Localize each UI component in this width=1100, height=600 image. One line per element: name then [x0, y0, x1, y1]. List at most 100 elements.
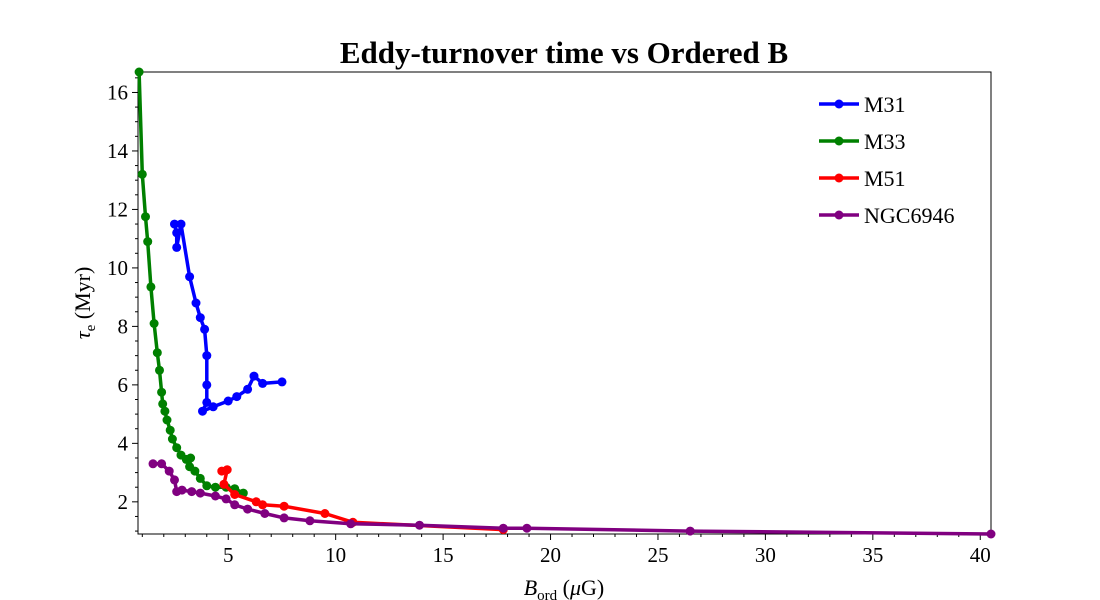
data-point-m31 — [249, 371, 259, 381]
data-point-m33 — [155, 365, 164, 375]
series-line-ngc6946 — [151, 462, 993, 536]
chart-title: Eddy-turnover time vs Ordered B — [340, 35, 788, 70]
data-point-ngc6946 — [260, 509, 270, 518]
legend-label: M31 — [864, 92, 906, 117]
data-point-ngc6946 — [187, 487, 197, 497]
data-point-m33 — [141, 212, 150, 222]
data-point-ngc6946 — [279, 513, 289, 523]
data-point-m31 — [202, 397, 212, 407]
y-tick-label: 10 — [107, 256, 128, 280]
data-point-ngc6946 — [164, 466, 174, 476]
data-point-ngc6946 — [170, 475, 179, 485]
data-point-m31 — [208, 402, 218, 412]
legend-swatch-marker — [834, 210, 844, 220]
data-point-m33 — [195, 473, 205, 483]
data-point-m33 — [167, 434, 177, 444]
data-point-ngc6946 — [305, 516, 315, 526]
data-point-m31 — [191, 298, 201, 308]
data-point-m31 — [195, 313, 205, 323]
data-point-m33 — [137, 169, 147, 179]
y-tick-label: 4 — [118, 431, 129, 455]
data-point-m51 — [258, 500, 268, 510]
data-point-ngc6946 — [221, 494, 231, 504]
data-point-ngc6946 — [177, 485, 187, 495]
data-point-ngc6946 — [195, 488, 205, 498]
data-point-m31 — [172, 242, 182, 252]
data-point-m51 — [320, 509, 330, 518]
data-point-m33 — [157, 387, 167, 397]
x-tick-label: 15 — [433, 543, 454, 567]
data-point-m33 — [152, 348, 162, 358]
data-point-ngc6946 — [243, 504, 253, 514]
x-tick-label: 5 — [223, 543, 234, 567]
legend-label: M33 — [864, 129, 906, 154]
legend-item-m51: M51 — [819, 166, 906, 191]
x-tick-label: 40 — [970, 543, 991, 567]
data-point-m33 — [210, 482, 220, 492]
series-ngc6946 — [148, 459, 996, 539]
data-point-m51 — [222, 465, 232, 475]
data-point-ngc6946 — [230, 500, 240, 510]
legend-label: NGC6946 — [864, 203, 954, 228]
y-tick-label: 6 — [118, 373, 129, 397]
data-point-m31 — [170, 219, 179, 229]
series-m51 — [217, 465, 508, 535]
data-point-ngc6946 — [498, 523, 508, 533]
data-point-m51 — [279, 501, 289, 511]
data-point-m31 — [172, 228, 182, 238]
data-point-m51 — [230, 490, 240, 499]
series-line-m51 — [220, 467, 506, 532]
y-axis-ticks: 2 4 6 8 10 12 14 16 — [107, 77, 138, 532]
data-point-m33 — [160, 406, 170, 416]
data-point-m31 — [176, 219, 186, 229]
data-point-m31 — [243, 384, 253, 394]
legend-swatch-marker — [834, 136, 844, 146]
legend-swatch-marker — [834, 99, 844, 109]
legend-item-m31: M31 — [819, 92, 906, 117]
data-point-m33 — [172, 443, 182, 453]
legend-swatch-marker — [834, 173, 844, 183]
data-point-ngc6946 — [685, 526, 695, 536]
x-axis-label: Bord (μG) — [524, 575, 605, 600]
x-tick-label: 10 — [325, 543, 346, 567]
data-point-m31 — [258, 378, 268, 388]
x-axis-ticks: 5 10 15 20 25 30 35 40 — [141, 534, 991, 567]
data-point-ngc6946 — [346, 519, 356, 529]
data-point-m31 — [202, 380, 212, 390]
y-tick-label: 14 — [107, 139, 129, 163]
data-point-m33 — [158, 399, 168, 409]
data-point-m31 — [185, 272, 195, 282]
data-point-m33 — [190, 466, 200, 476]
data-point-ngc6946 — [415, 520, 424, 530]
data-point-m31 — [202, 351, 212, 361]
data-point-m33 — [202, 481, 212, 491]
data-point-m33 — [146, 282, 156, 292]
data-point-m33 — [143, 237, 153, 247]
data-point-m31 — [200, 324, 210, 334]
x-tick-label: 30 — [755, 543, 776, 567]
plot-area-frame — [137, 71, 992, 535]
x-tick-label: 35 — [862, 543, 883, 567]
data-point-m33 — [149, 319, 159, 328]
x-tick-label: 20 — [540, 543, 561, 567]
y-axis-label: τe (Myr) — [70, 267, 99, 340]
series-layer — [134, 67, 996, 539]
data-point-ngc6946 — [986, 529, 996, 539]
data-point-m31 — [277, 377, 287, 387]
data-point-m31 — [232, 392, 242, 402]
data-point-ngc6946 — [148, 459, 158, 469]
series-m31 — [170, 219, 287, 416]
data-point-m31 — [198, 406, 207, 416]
data-point-m31 — [223, 396, 233, 406]
y-tick-label: 12 — [107, 197, 128, 221]
y-tick-label: 2 — [118, 490, 129, 514]
data-point-m33 — [134, 67, 144, 77]
data-point-m51 — [219, 479, 229, 489]
legend-item-m33: M33 — [819, 129, 906, 154]
data-point-ngc6946 — [210, 491, 220, 501]
data-point-ngc6946 — [522, 523, 532, 533]
data-point-m33 — [186, 453, 196, 463]
y-tick-label: 8 — [118, 314, 129, 338]
legend: M31 M33 M51 NGC6946 — [819, 92, 954, 228]
